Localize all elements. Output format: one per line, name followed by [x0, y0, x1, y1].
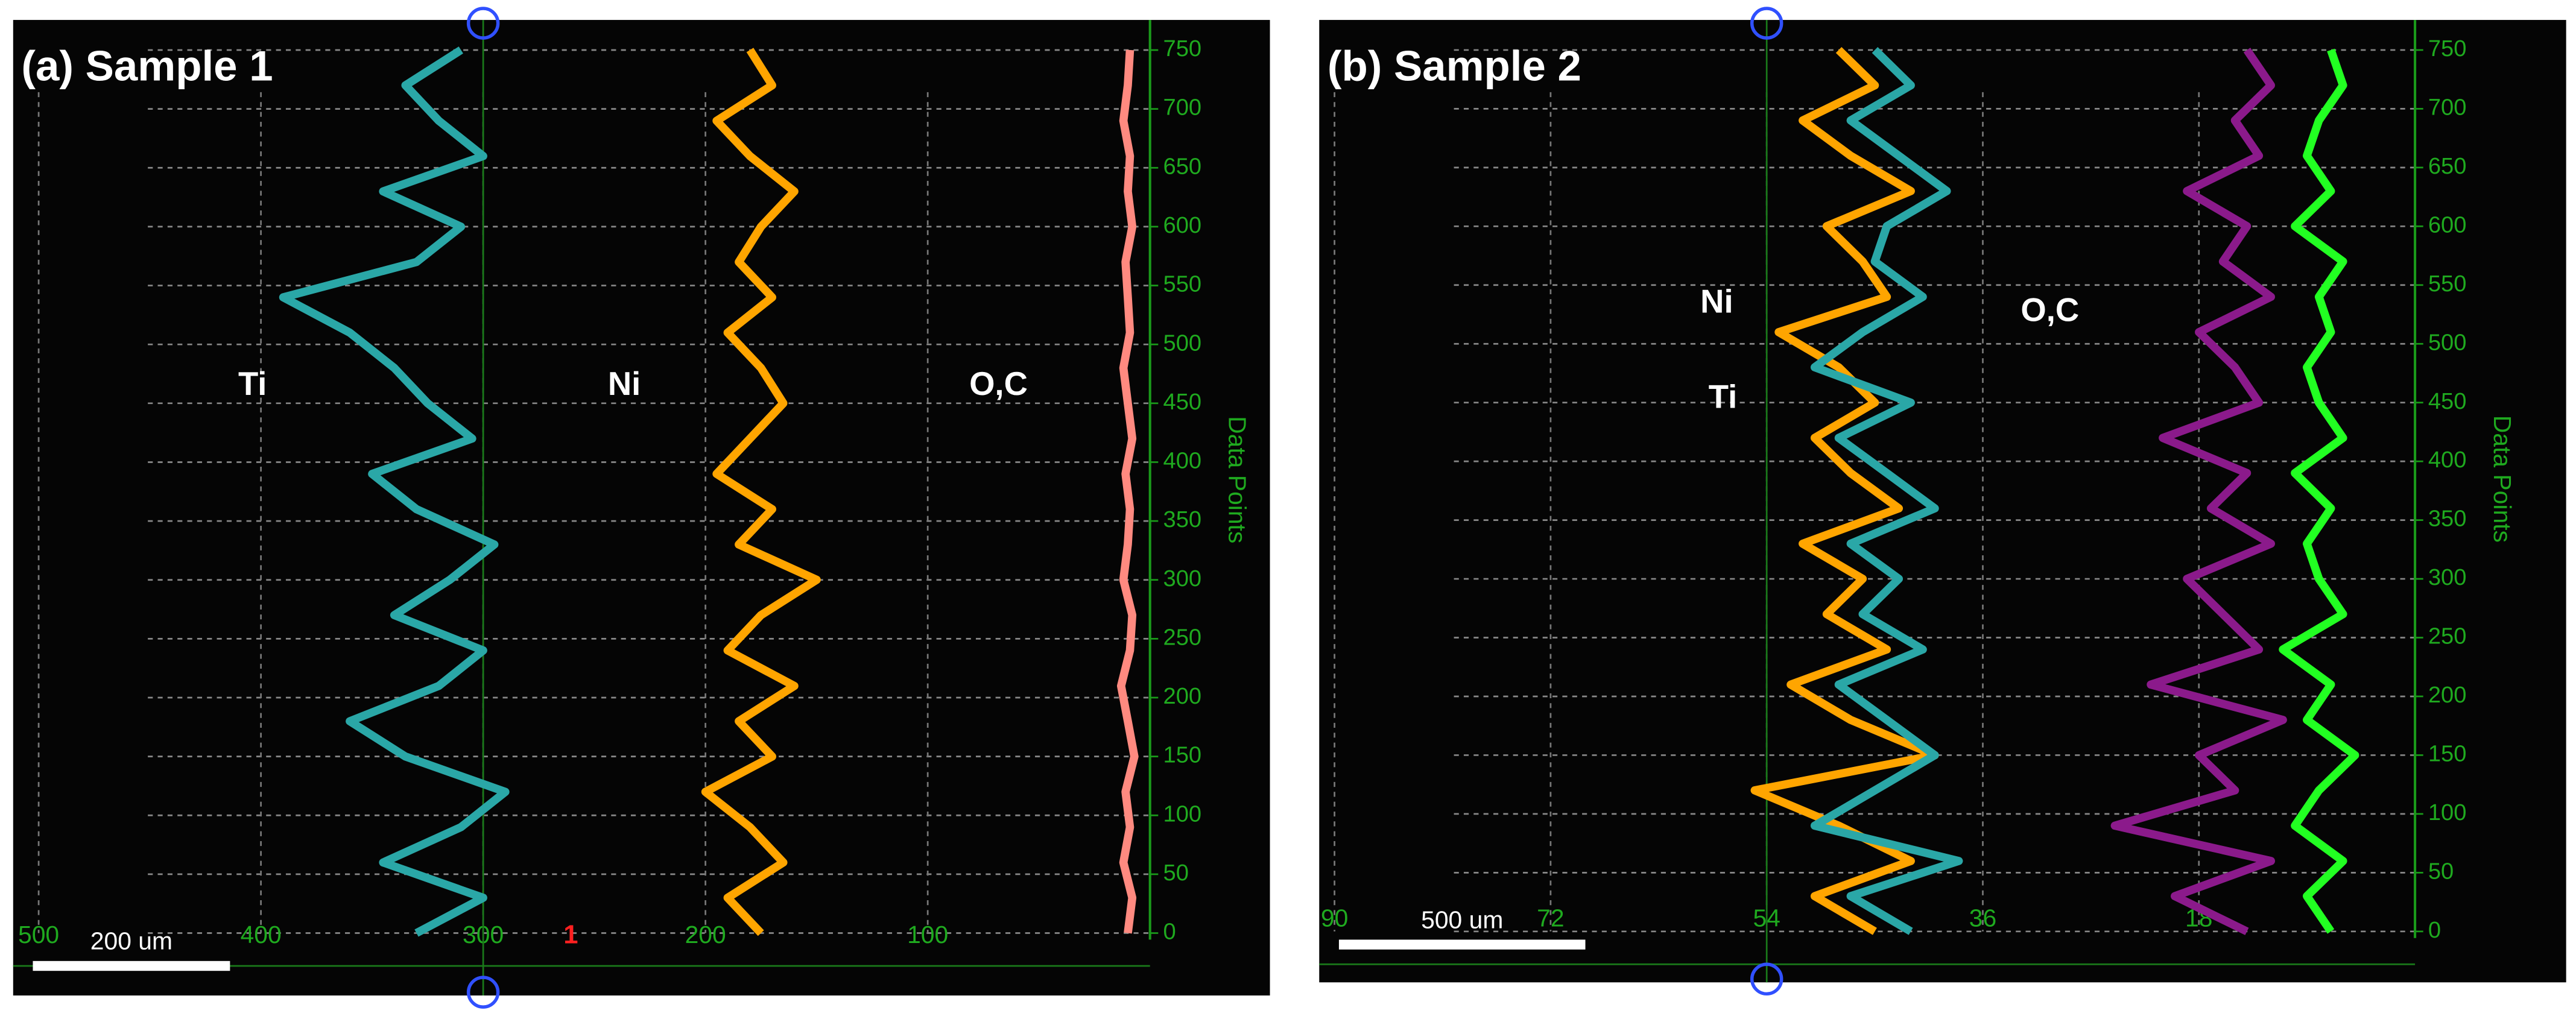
y-tick-label: 700 [1163, 95, 1201, 121]
data-line [701, 48, 821, 936]
y-tick-label: 600 [2428, 212, 2467, 238]
data-line [1116, 49, 1139, 934]
y-tick-label: 250 [1163, 624, 1201, 650]
data-line [279, 46, 510, 937]
y-tick-label: 500 [2428, 329, 2467, 355]
plot-background [1319, 20, 2566, 983]
series-label: Ti [1709, 379, 1737, 415]
y-tick-label: 250 [2428, 623, 2467, 649]
panel-title: (b) Sample 2 [1328, 42, 1581, 90]
scale-bar-label: 500 um [1421, 906, 1503, 933]
y-tick-label: 50 [1163, 860, 1188, 886]
y-tick-label: 0 [1163, 919, 1176, 945]
cursor-marker [1750, 7, 1783, 40]
y-tick-label: 100 [2428, 800, 2467, 825]
y-tick-label: 600 [1163, 212, 1201, 238]
y-tick-label: 300 [1163, 566, 1201, 591]
y-tick-label: 300 [2428, 564, 2467, 590]
y-tick-label: 650 [2428, 153, 2467, 179]
y-axis-label: Data Points [2489, 415, 2516, 543]
y-tick-label: 500 [1163, 330, 1201, 356]
series-label: O,C [2021, 291, 2079, 328]
y-tick-label: 100 [1163, 801, 1201, 827]
y-tick-label: 350 [1163, 506, 1201, 532]
y-tick-label: 400 [2428, 447, 2467, 473]
y-axis-label: Data Points [1224, 416, 1252, 543]
series-label: O,C [969, 365, 1028, 402]
y-tick-label: 550 [2428, 271, 2467, 297]
x-tick-label: 72 [1537, 904, 1564, 932]
y-tick-label: 450 [2428, 388, 2467, 414]
y-tick-label: 750 [1163, 36, 1201, 62]
panel-title: (a) Sample 1 [21, 42, 273, 90]
y-tick-label: 550 [1163, 271, 1201, 297]
series-label: Ti [238, 365, 267, 402]
y-tick-label: 0 [2428, 917, 2441, 943]
scale-bar [33, 960, 230, 971]
x-tick-label: 36 [1969, 904, 1996, 932]
x-tick-label: 100 [907, 921, 948, 948]
data-line [1750, 47, 1939, 935]
data-line [1810, 47, 1963, 935]
y-tick-label: 350 [2428, 506, 2467, 532]
cursor-marker [466, 7, 500, 40]
y-tick-label: 750 [2428, 36, 2467, 62]
x-tick-label: 90 [1321, 904, 1348, 932]
scale-bar [1338, 939, 1586, 950]
y-tick-label: 50 [2428, 858, 2454, 884]
series-label: Ni [608, 365, 641, 402]
data-line [2279, 48, 2359, 934]
y-tick-label: 400 [1163, 448, 1201, 474]
y-tick-label: 200 [2428, 682, 2467, 708]
cursor-marker [1750, 962, 1783, 996]
x-tick-label: 500 [18, 921, 59, 948]
scale-bar-label: 200 um [90, 927, 172, 955]
y-tick-label: 700 [2428, 94, 2467, 120]
cursor-marker [466, 976, 500, 1009]
annotation: 1 [563, 920, 578, 949]
y-tick-label: 450 [1163, 389, 1201, 415]
y-tick-label: 200 [1163, 683, 1201, 709]
x-tick-label: 200 [685, 921, 726, 948]
x-tick-label: 400 [241, 921, 282, 948]
data-line [2110, 48, 2287, 935]
y-tick-label: 150 [2428, 741, 2467, 767]
y-tick-label: 150 [1163, 742, 1201, 768]
y-tick-label: 650 [1163, 153, 1201, 179]
plot-background [13, 20, 1270, 996]
series-label: Ni [1700, 283, 1733, 320]
